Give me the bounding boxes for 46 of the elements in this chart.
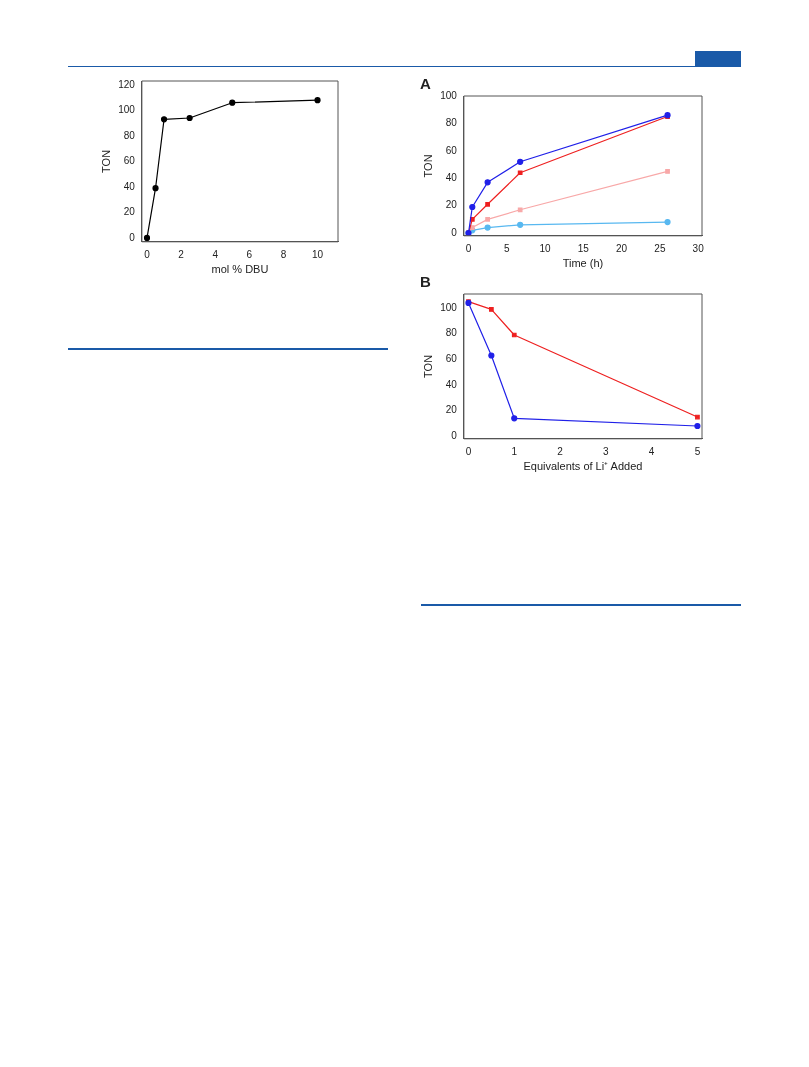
y-tick-label: 20: [445, 404, 458, 416]
x-tick-label: 0: [465, 242, 472, 254]
x-tick-label: 30: [692, 242, 705, 254]
y-tick-label: 120: [118, 78, 136, 90]
x-tick-label: 2: [178, 248, 185, 260]
x-tick-label: 4: [648, 445, 655, 457]
x-tick-label: 4: [212, 248, 219, 260]
y-tick-label: 100: [118, 104, 136, 116]
y-tick-label: 80: [123, 129, 136, 141]
x-axis-title: mol % DBU: [211, 263, 269, 276]
y-tick-label: 60: [445, 144, 458, 156]
x-tick-label: 3: [603, 445, 610, 457]
x-tick-label: 10: [311, 248, 324, 260]
x-tick-label: 2: [557, 445, 564, 457]
x-tick-label: 20: [616, 242, 628, 254]
x-axis-title: Time (h): [562, 257, 604, 270]
x-tick-label: 0: [144, 248, 151, 260]
y-tick-label: 40: [123, 180, 136, 192]
y-tick-label: 80: [445, 117, 458, 129]
y-tick-label: 100: [440, 89, 458, 101]
y-tick-label: 20: [123, 206, 136, 218]
y-tick-label: 40: [445, 171, 458, 183]
x-tick-label: 15: [577, 242, 590, 254]
chart-title: B: [420, 273, 431, 291]
x-axis-title: Equivalents of Li⁺ Added: [523, 460, 643, 473]
x-tick-label: 5: [503, 242, 510, 254]
y-tick-label: 0: [129, 231, 136, 243]
y-axis-title: TON: [421, 154, 434, 178]
x-tick-label: 10: [539, 242, 552, 254]
x-tick-label: 1: [511, 445, 518, 457]
y-tick-label: 60: [445, 353, 458, 365]
x-tick-label: 25: [654, 242, 666, 254]
y-tick-label: 40: [445, 378, 458, 390]
x-tick-label: 5: [694, 445, 701, 457]
y-axis-title: TON: [421, 354, 434, 378]
y-tick-label: 0: [451, 429, 458, 441]
y-axis-title: TON: [99, 149, 112, 173]
y-tick-label: 0: [451, 226, 458, 238]
x-tick-label: 8: [280, 248, 287, 260]
y-tick-label: 60: [123, 155, 136, 167]
y-tick-label: 100: [440, 301, 458, 313]
chart-title: A: [420, 75, 431, 93]
x-tick-label: 6: [246, 248, 253, 260]
y-tick-label: 20: [445, 199, 458, 211]
x-tick-label: 0: [465, 445, 472, 457]
y-tick-label: 80: [445, 327, 458, 339]
